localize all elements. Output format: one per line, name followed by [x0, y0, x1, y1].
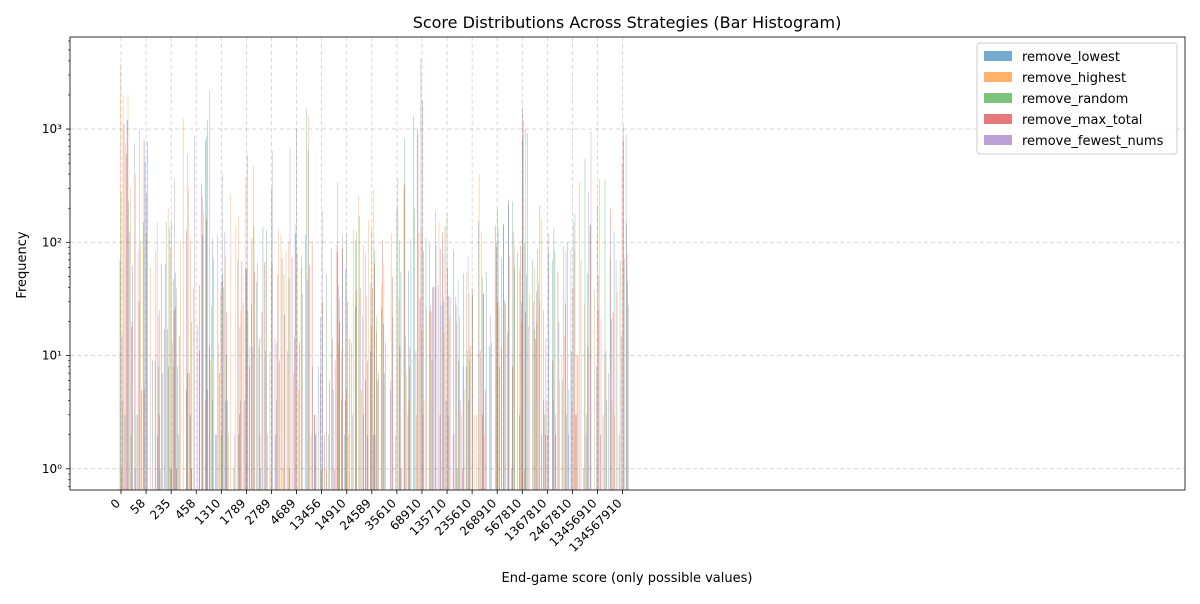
y-tick-label: 10⁰: [42, 462, 62, 476]
legend-label-remove_max_total: remove_max_total: [1022, 113, 1142, 128]
legend-label-remove_random: remove_random: [1022, 92, 1128, 107]
legend-label-remove_highest: remove_highest: [1022, 71, 1126, 86]
y-tick-label: 10¹: [42, 349, 62, 363]
y-tick-label: 10³: [42, 122, 62, 136]
y-tick-label: 10²: [42, 235, 62, 249]
chart-title: Score Distributions Across Strategies (B…: [413, 13, 842, 32]
legend-swatch-remove_lowest: [984, 51, 1012, 61]
legend: remove_lowest remove_highest remove_random…: [977, 43, 1177, 154]
x-axis-label: End-game score (only possible values): [502, 571, 753, 586]
legend-swatch-remove_max_total: [984, 114, 1012, 124]
legend-label-remove_fewest_nums: remove_fewest_nums: [1022, 134, 1164, 149]
legend-swatch-remove_random: [984, 93, 1012, 103]
y-axis-label: Frequency: [15, 231, 30, 298]
legend-label-remove_lowest: remove_lowest: [1022, 50, 1120, 65]
legend-swatch-remove_fewest_nums: [984, 135, 1012, 145]
legend-swatch-remove_highest: [984, 72, 1012, 82]
